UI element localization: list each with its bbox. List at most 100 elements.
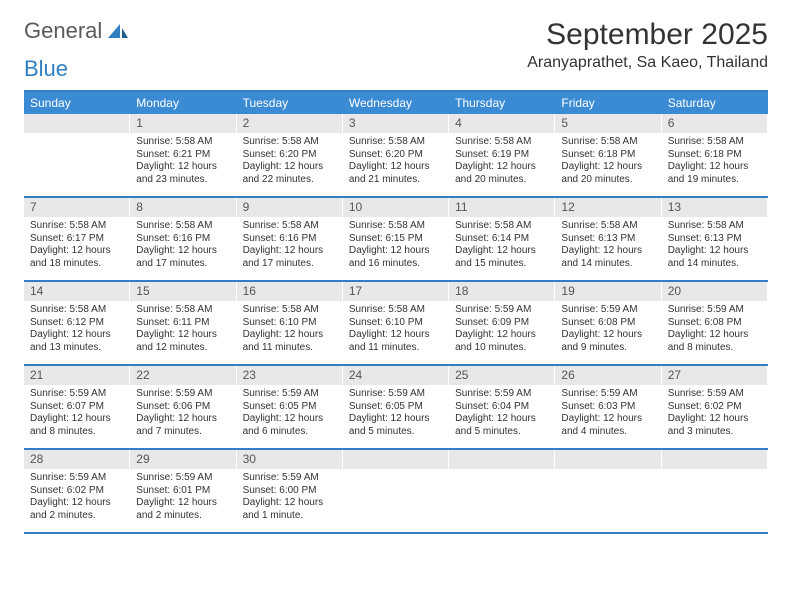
day-cell — [662, 450, 768, 532]
sunrise-text: Sunrise: 5:58 AM — [30, 304, 124, 317]
day-content: Sunrise: 5:58 AMSunset: 6:13 PMDaylight:… — [555, 217, 661, 275]
day-cell: 16Sunrise: 5:58 AMSunset: 6:10 PMDayligh… — [237, 282, 343, 364]
logo-text-general: General — [24, 18, 102, 44]
week-row: 14Sunrise: 5:58 AMSunset: 6:12 PMDayligh… — [24, 282, 768, 366]
day-number: 8 — [130, 198, 236, 217]
sunrise-text: Sunrise: 5:58 AM — [455, 220, 549, 233]
day-cell: 4Sunrise: 5:58 AMSunset: 6:19 PMDaylight… — [449, 114, 555, 196]
sunrise-text: Sunrise: 5:58 AM — [243, 220, 337, 233]
day-cell: 23Sunrise: 5:59 AMSunset: 6:05 PMDayligh… — [237, 366, 343, 448]
sunrise-text: Sunrise: 5:58 AM — [243, 136, 337, 149]
sunrise-text: Sunrise: 5:59 AM — [561, 304, 655, 317]
day-cell: 27Sunrise: 5:59 AMSunset: 6:02 PMDayligh… — [662, 366, 768, 448]
sunset-text: Sunset: 6:11 PM — [136, 317, 230, 330]
weekday-header: Thursday — [449, 92, 555, 114]
sunrise-text: Sunrise: 5:59 AM — [30, 388, 124, 401]
day-content: Sunrise: 5:58 AMSunset: 6:11 PMDaylight:… — [130, 301, 236, 359]
day-number: 21 — [24, 366, 130, 385]
sunset-text: Sunset: 6:00 PM — [243, 485, 337, 498]
day-number: 18 — [449, 282, 555, 301]
day-content: Sunrise: 5:59 AMSunset: 6:02 PMDaylight:… — [662, 385, 768, 443]
sunrise-text: Sunrise: 5:59 AM — [561, 388, 655, 401]
daylight-text: Daylight: 12 hours and 9 minutes. — [561, 329, 655, 354]
day-number: 5 — [555, 114, 661, 133]
day-cell — [449, 450, 555, 532]
daylight-text: Daylight: 12 hours and 19 minutes. — [668, 161, 762, 186]
day-number: 12 — [555, 198, 661, 217]
day-number: 14 — [24, 282, 130, 301]
day-cell: 15Sunrise: 5:58 AMSunset: 6:11 PMDayligh… — [130, 282, 236, 364]
day-number — [449, 450, 555, 469]
daylight-text: Daylight: 12 hours and 8 minutes. — [30, 413, 124, 438]
sunset-text: Sunset: 6:02 PM — [668, 401, 762, 414]
sunrise-text: Sunrise: 5:59 AM — [136, 472, 230, 485]
sunrise-text: Sunrise: 5:59 AM — [349, 388, 443, 401]
day-content: Sunrise: 5:59 AMSunset: 6:08 PMDaylight:… — [662, 301, 768, 359]
sunrise-text: Sunrise: 5:59 AM — [455, 304, 549, 317]
week-row: 28Sunrise: 5:59 AMSunset: 6:02 PMDayligh… — [24, 450, 768, 534]
daylight-text: Daylight: 12 hours and 2 minutes. — [136, 497, 230, 522]
day-content: Sunrise: 5:58 AMSunset: 6:10 PMDaylight:… — [343, 301, 449, 359]
sunset-text: Sunset: 6:20 PM — [349, 149, 443, 162]
sunset-text: Sunset: 6:16 PM — [136, 233, 230, 246]
sunrise-text: Sunrise: 5:58 AM — [349, 220, 443, 233]
day-content: Sunrise: 5:58 AMSunset: 6:20 PMDaylight:… — [343, 133, 449, 191]
daylight-text: Daylight: 12 hours and 4 minutes. — [561, 413, 655, 438]
day-number: 28 — [24, 450, 130, 469]
day-number — [662, 450, 768, 469]
day-cell — [555, 450, 661, 532]
sunset-text: Sunset: 6:13 PM — [668, 233, 762, 246]
day-number: 25 — [449, 366, 555, 385]
sunset-text: Sunset: 6:18 PM — [561, 149, 655, 162]
daylight-text: Daylight: 12 hours and 18 minutes. — [30, 245, 124, 270]
sunrise-text: Sunrise: 5:58 AM — [136, 304, 230, 317]
sunset-text: Sunset: 6:05 PM — [243, 401, 337, 414]
day-cell: 29Sunrise: 5:59 AMSunset: 6:01 PMDayligh… — [130, 450, 236, 532]
day-cell: 2Sunrise: 5:58 AMSunset: 6:20 PMDaylight… — [237, 114, 343, 196]
day-number: 26 — [555, 366, 661, 385]
logo: General — [24, 18, 132, 44]
sunrise-text: Sunrise: 5:58 AM — [349, 136, 443, 149]
daylight-text: Daylight: 12 hours and 16 minutes. — [349, 245, 443, 270]
day-content: Sunrise: 5:59 AMSunset: 6:01 PMDaylight:… — [130, 469, 236, 527]
day-number: 1 — [130, 114, 236, 133]
sunrise-text: Sunrise: 5:58 AM — [136, 220, 230, 233]
sunset-text: Sunset: 6:17 PM — [30, 233, 124, 246]
week-row: 7Sunrise: 5:58 AMSunset: 6:17 PMDaylight… — [24, 198, 768, 282]
sunrise-text: Sunrise: 5:59 AM — [668, 388, 762, 401]
day-cell: 24Sunrise: 5:59 AMSunset: 6:05 PMDayligh… — [343, 366, 449, 448]
sunset-text: Sunset: 6:14 PM — [455, 233, 549, 246]
day-cell: 3Sunrise: 5:58 AMSunset: 6:20 PMDaylight… — [343, 114, 449, 196]
day-number: 23 — [237, 366, 343, 385]
day-content: Sunrise: 5:58 AMSunset: 6:18 PMDaylight:… — [555, 133, 661, 191]
sunrise-text: Sunrise: 5:59 AM — [243, 472, 337, 485]
day-number: 3 — [343, 114, 449, 133]
day-content: Sunrise: 5:58 AMSunset: 6:20 PMDaylight:… — [237, 133, 343, 191]
weekday-header: Tuesday — [237, 92, 343, 114]
day-content: Sunrise: 5:58 AMSunset: 6:17 PMDaylight:… — [24, 217, 130, 275]
weekday-header: Monday — [130, 92, 236, 114]
weekday-header: Friday — [555, 92, 661, 114]
day-cell: 22Sunrise: 5:59 AMSunset: 6:06 PMDayligh… — [130, 366, 236, 448]
day-cell: 20Sunrise: 5:59 AMSunset: 6:08 PMDayligh… — [662, 282, 768, 364]
day-number: 2 — [237, 114, 343, 133]
weekday-header: Sunday — [24, 92, 130, 114]
day-number: 30 — [237, 450, 343, 469]
day-content: Sunrise: 5:59 AMSunset: 6:02 PMDaylight:… — [24, 469, 130, 527]
day-content: Sunrise: 5:59 AMSunset: 6:00 PMDaylight:… — [237, 469, 343, 527]
day-content: Sunrise: 5:59 AMSunset: 6:05 PMDaylight:… — [343, 385, 449, 443]
sunrise-text: Sunrise: 5:58 AM — [349, 304, 443, 317]
day-number: 27 — [662, 366, 768, 385]
daylight-text: Daylight: 12 hours and 23 minutes. — [136, 161, 230, 186]
sunrise-text: Sunrise: 5:58 AM — [243, 304, 337, 317]
day-number: 29 — [130, 450, 236, 469]
daylight-text: Daylight: 12 hours and 20 minutes. — [561, 161, 655, 186]
day-cell — [343, 450, 449, 532]
sunset-text: Sunset: 6:03 PM — [561, 401, 655, 414]
day-number: 4 — [449, 114, 555, 133]
calendar: SundayMondayTuesdayWednesdayThursdayFrid… — [24, 90, 768, 534]
weekday-header: Wednesday — [343, 92, 449, 114]
sunrise-text: Sunrise: 5:58 AM — [455, 136, 549, 149]
sunset-text: Sunset: 6:04 PM — [455, 401, 549, 414]
day-content: Sunrise: 5:58 AMSunset: 6:10 PMDaylight:… — [237, 301, 343, 359]
